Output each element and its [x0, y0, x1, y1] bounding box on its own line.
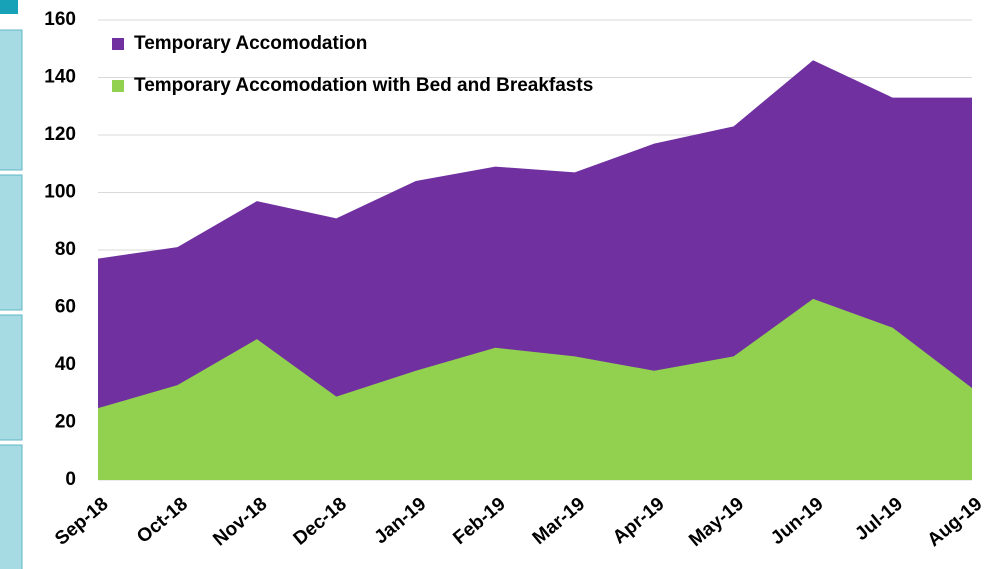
- side-panel: [0, 444, 23, 569]
- side-panel: [0, 314, 23, 441]
- x-tick-label: Oct-18: [133, 494, 192, 548]
- y-tick-label: 120: [44, 124, 76, 145]
- legend-swatch: [112, 38, 124, 50]
- legend-swatch: [112, 80, 124, 92]
- x-tick-label: Mar-19: [529, 494, 589, 549]
- side-tab: [0, 0, 18, 14]
- x-tick-label: Apr-19: [609, 494, 669, 549]
- x-tick-label: Jun-19: [767, 494, 827, 549]
- y-tick-label: 60: [55, 297, 76, 318]
- y-tick-label: 80: [55, 239, 76, 260]
- y-tick-label: 100: [44, 182, 76, 203]
- side-panel: [0, 174, 23, 311]
- areas: [98, 60, 972, 480]
- y-tick-label: 160: [44, 9, 76, 30]
- y-tick-label: 40: [55, 354, 76, 375]
- y-tick-label: 20: [55, 412, 76, 433]
- x-tick-label: Feb-19: [449, 494, 509, 549]
- area: [98, 298, 972, 480]
- x-tick-label: Nov-18: [209, 494, 271, 551]
- x-tick-label: Jan-19: [371, 494, 431, 549]
- legend-label: Temporary Accomodation with Bed and Brea…: [134, 75, 593, 96]
- x-tick-label: Aug-19: [924, 494, 987, 551]
- legend-label: Temporary Accomodation: [134, 33, 367, 54]
- x-tick-label: Sep-18: [51, 494, 112, 550]
- y-tick-label: 140: [44, 67, 76, 88]
- side-panel: [0, 29, 23, 171]
- x-tick-label: Jul-19: [851, 494, 907, 545]
- x-tick-label: May-19: [685, 494, 748, 551]
- x-tick-label: Dec-18: [290, 494, 351, 550]
- y-tick-label: 0: [65, 469, 76, 490]
